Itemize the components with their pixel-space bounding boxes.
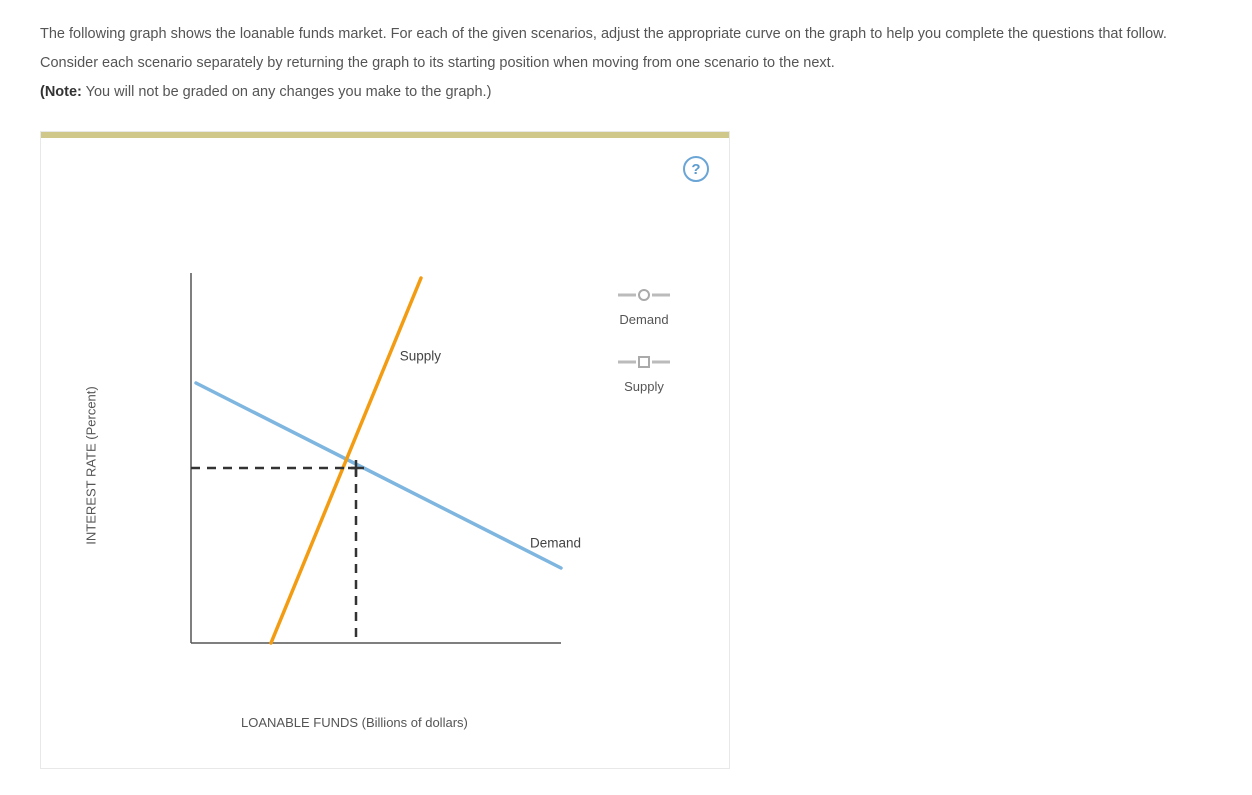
supply-marker-icon	[616, 355, 672, 369]
instructions-body: The following graph shows the loanable f…	[40, 26, 1167, 71]
note-body: You will not be graded on any changes yo…	[82, 84, 492, 100]
legend-supply-label: Supply	[589, 379, 699, 394]
chart-area: INTEREST RATE (Percent) Supply Demand LO…	[41, 168, 729, 748]
chart-svg	[141, 223, 581, 673]
x-axis-label: LOANABLE FUNDS (Billions of dollars)	[241, 715, 468, 730]
instructions-text: The following graph shows the loanable f…	[40, 20, 1200, 107]
chart-panel: ? INTEREST RATE (Percent) Supply Demand …	[40, 131, 730, 769]
demand-curve-label: Demand	[530, 536, 581, 551]
note-prefix: (Note:	[40, 84, 82, 100]
legend: Demand Supply	[589, 288, 699, 422]
legend-demand-label: Demand	[589, 312, 699, 327]
legend-item-supply[interactable]: Supply	[589, 355, 699, 394]
y-axis-label: INTEREST RATE (Percent)	[84, 386, 99, 544]
supply-curve-label: Supply	[400, 349, 441, 364]
plot-region[interactable]: Supply Demand	[141, 223, 581, 673]
demand-marker-icon	[616, 288, 672, 302]
legend-item-demand[interactable]: Demand	[589, 288, 699, 327]
panel-top-bar	[41, 132, 729, 138]
